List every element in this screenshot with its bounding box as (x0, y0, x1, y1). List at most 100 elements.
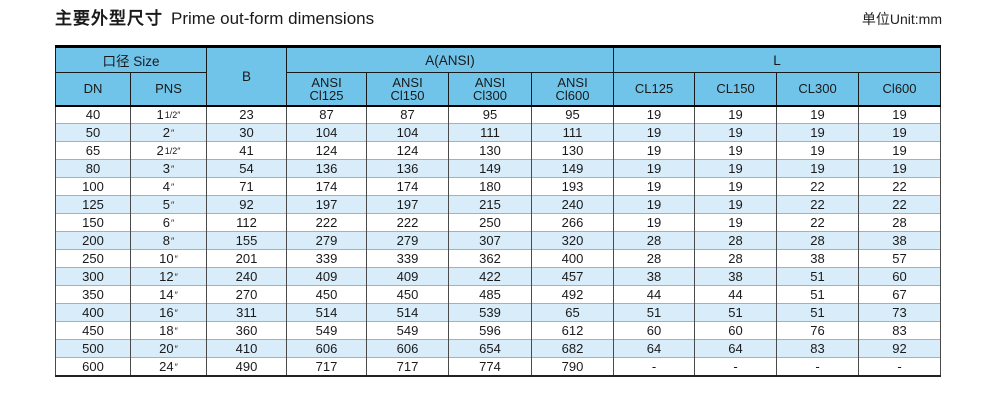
pns-value: 2 (162, 125, 171, 140)
cell-dn: 500 (55, 339, 131, 358)
table-row: 65 21/2″ 41 124 124 130 130 19 19 19 19 (55, 141, 942, 160)
table-row: 500 20″ 410 606 606 654 682 64 64 83 92 (55, 339, 942, 358)
pns-fraction: ″ (171, 218, 175, 228)
cell-pns: 24″ (129, 357, 208, 376)
cell-l-cl600: 73 (858, 303, 942, 322)
header-sub-row: DN PNS ANSI Cl125 ANSI Cl150 ANSI Cl300 … (55, 72, 942, 107)
cell-b: 240 (206, 267, 288, 286)
header-group-row: 口径 Size B A(ANSI) L (54, 46, 942, 107)
cell-b: 30 (206, 123, 288, 142)
header-ansi-cl150: ANSI Cl150 (366, 72, 450, 107)
cell-l-cl125: 19 (613, 105, 696, 124)
pns-fraction: ″ (171, 164, 175, 174)
cell-b: 270 (206, 285, 288, 304)
cell-l-cl125: 19 (613, 195, 696, 214)
table-row: 350 14″ 270 450 450 485 492 44 44 51 67 (55, 285, 942, 304)
cell-l-cl125: 19 (613, 141, 696, 160)
cell-b: 92 (206, 195, 288, 214)
header-size-group: 口径 Size (54, 46, 208, 73)
cell-l-cl300: 19 (776, 141, 860, 160)
table-header: 口径 Size B A(ANSI) L DN PNS ANSI Cl125 AN… (54, 46, 942, 107)
pns-value: 8 (162, 233, 171, 248)
table-row: 250 10″ 201 339 339 362 400 28 28 38 57 (55, 249, 942, 268)
cell-l-cl300: 28 (776, 231, 860, 250)
pns-value: 18 (159, 323, 174, 338)
cell-l-cl125: 38 (613, 267, 696, 286)
cell-dn: 450 (55, 321, 131, 340)
cell-a-cl300: 422 (448, 267, 533, 286)
header-b: B (206, 46, 288, 107)
cell-a-cl150: 124 (366, 141, 450, 160)
pns-value: 3 (162, 161, 171, 176)
cell-a-cl600: 240 (531, 195, 615, 214)
cell-a-cl600: 193 (531, 177, 615, 196)
cell-b: 23 (206, 105, 288, 124)
cell-dn: 200 (55, 231, 131, 250)
cell-l-cl150: 64 (694, 339, 778, 358)
cell-l-cl125: 64 (613, 339, 696, 358)
cell-a-cl300: 95 (448, 105, 533, 124)
cell-a-cl150: 606 (366, 339, 450, 358)
cell-a-cl125: 136 (286, 159, 368, 178)
cell-l-cl150: 28 (694, 249, 778, 268)
pns-fraction: 1/2″ (164, 110, 181, 121)
cell-l-cl125: 51 (613, 303, 696, 322)
cell-a-cl125: 87 (286, 105, 368, 124)
cell-dn: 50 (55, 123, 131, 142)
cell-pns: 18″ (129, 321, 208, 340)
pns-value: 1 (156, 107, 164, 123)
table-row: 400 16″ 311 514 514 539 65 51 51 51 73 (55, 303, 942, 322)
cell-pns: 21/2″ (129, 141, 208, 160)
pns-fraction: ″ (171, 200, 175, 210)
cell-a-cl600: 95 (531, 105, 615, 124)
cell-a-cl125: 222 (286, 213, 368, 232)
cell-a-cl150: 514 (366, 303, 450, 322)
cell-a-cl600: 682 (531, 339, 615, 358)
cell-pns: 2″ (129, 123, 208, 142)
header-l-cl600: Cl600 (858, 72, 942, 107)
cell-dn: 400 (55, 303, 131, 322)
cell-l-cl300: 22 (776, 177, 860, 196)
cell-a-cl125: 104 (286, 123, 368, 142)
pns-fraction: ″ (174, 326, 178, 336)
cell-a-cl125: 197 (286, 195, 368, 214)
cell-a-cl125: 279 (286, 231, 368, 250)
cell-a-cl600: 457 (531, 267, 615, 286)
cell-a-cl600: 612 (531, 321, 615, 340)
cell-a-cl125: 549 (286, 321, 368, 340)
cell-l-cl600: 19 (858, 123, 942, 142)
cell-a-cl600: 111 (531, 123, 615, 142)
pns-value: 16 (159, 305, 174, 320)
cell-pns: 6″ (129, 213, 208, 232)
cell-l-cl300: 22 (776, 213, 860, 232)
cell-l-cl150: 19 (694, 177, 778, 196)
cell-a-cl150: 450 (366, 285, 450, 304)
cell-dn: 300 (55, 267, 131, 286)
cell-l-cl300: 19 (776, 159, 860, 178)
cell-dn: 80 (55, 159, 131, 178)
cell-a-cl300: 539 (448, 303, 533, 322)
cell-a-cl125: 514 (286, 303, 368, 322)
cell-b: 360 (206, 321, 288, 340)
table-row: 200 8″ 155 279 279 307 320 28 28 28 38 (55, 231, 942, 250)
header-l-cl300: CL300 (776, 72, 860, 107)
table-row: 300 12″ 240 409 409 422 457 38 38 51 60 (55, 267, 942, 286)
cell-pns: 4″ (129, 177, 208, 196)
header-l-cl150: CL150 (694, 72, 778, 107)
cell-l-cl150: 19 (694, 141, 778, 160)
cell-a-cl600: 130 (531, 141, 615, 160)
cell-l-cl600: 92 (858, 339, 942, 358)
table-row: 150 6″ 112 222 222 250 266 19 19 22 28 (55, 213, 942, 232)
cell-l-cl600: 67 (858, 285, 942, 304)
cell-a-cl300: 180 (448, 177, 533, 196)
cell-b: 71 (206, 177, 288, 196)
cell-a-cl125: 174 (286, 177, 368, 196)
cell-pns: 20″ (129, 339, 208, 358)
pns-fraction: 1/2″ (164, 146, 181, 156)
cell-l-cl150: 51 (694, 303, 778, 322)
cell-pns: 12″ (129, 267, 208, 286)
cell-a-cl600: 492 (531, 285, 615, 304)
pns-fraction: ″ (174, 254, 178, 264)
cell-l-cl600: 60 (858, 267, 942, 286)
cell-a-cl300: 250 (448, 213, 533, 232)
